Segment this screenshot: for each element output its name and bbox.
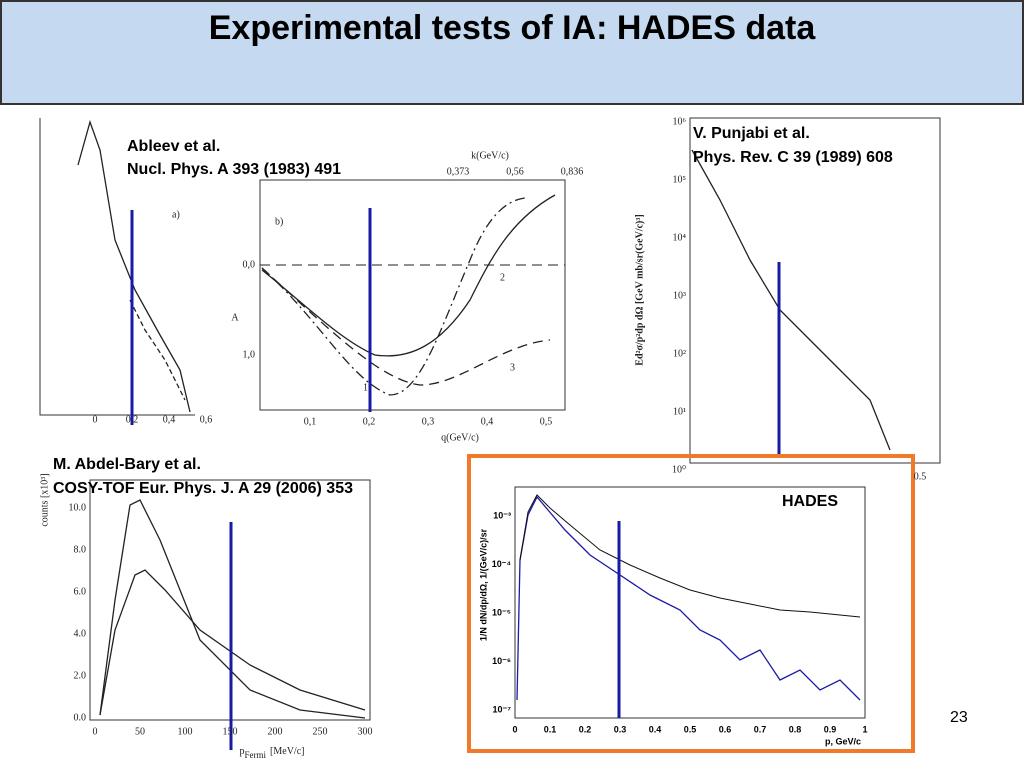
- frame-a: [39, 118, 195, 416]
- label: 0,2: [126, 414, 139, 425]
- label: 10⁻⁴: [492, 559, 511, 569]
- page-number: 23: [950, 709, 968, 726]
- label: COSY-TOF Eur. Phys. J. A 29 (2006) 353: [53, 480, 353, 497]
- label: 0.6: [719, 724, 732, 734]
- label: 0,56: [506, 166, 524, 177]
- label: 0,373: [447, 166, 470, 177]
- curve: [519, 494, 861, 618]
- label: 10⁶: [673, 116, 687, 127]
- label: 1: [862, 724, 867, 734]
- label: 6.0: [74, 586, 87, 597]
- label: 10.0: [69, 502, 87, 513]
- label: a): [172, 209, 180, 220]
- label: 0,2: [363, 416, 376, 427]
- label-part: Fermi: [245, 750, 267, 760]
- curve: [691, 149, 891, 451]
- label: 0.2: [579, 724, 592, 734]
- label: 0,4: [163, 414, 176, 425]
- label: q(GeV/c): [441, 432, 479, 443]
- label: 0.4: [649, 724, 662, 734]
- label: 10⁰: [672, 464, 686, 475]
- label: 150: [223, 726, 238, 737]
- label: V. Punjabi et al.: [693, 125, 810, 142]
- label: 1,0: [243, 349, 256, 360]
- frame-punjabi: [689, 117, 941, 464]
- curve: [129, 299, 186, 401]
- hades-box: [467, 454, 915, 753]
- label: 50: [135, 726, 145, 737]
- label: 0,3: [422, 416, 435, 427]
- slide-title: Experimental tests of IA: HADES data: [209, 9, 817, 47]
- curve: [261, 267, 551, 386]
- frame-b: [259, 179, 566, 411]
- label: 0.5: [914, 471, 927, 482]
- label: 0,4: [481, 416, 494, 427]
- label: 0.8: [789, 724, 802, 734]
- label: 10³: [673, 290, 686, 301]
- label: 0,5: [540, 416, 553, 427]
- label: 0.0: [74, 712, 87, 723]
- label: A: [231, 312, 239, 323]
- curve: [516, 495, 861, 701]
- label: p, GeV/c: [825, 736, 861, 746]
- label: 0,836: [561, 166, 584, 177]
- label: 1: [363, 382, 368, 393]
- y-axis-label: Ed²σ/p²dp dΩ [GeV mb/sr(GeV/c)³]: [634, 214, 645, 365]
- label: M. Abdel-Bary et al.: [53, 456, 201, 473]
- label: 10⁴: [673, 232, 687, 243]
- label: 250: [313, 726, 328, 737]
- curve: [77, 119, 191, 413]
- label: Phys. Rev. C 39 (1989) 608: [693, 149, 893, 166]
- label: 10⁻³: [493, 510, 511, 520]
- curve: [261, 197, 526, 396]
- label: 300: [358, 726, 373, 737]
- x-axis-label: pFermi [MeV/c]: [240, 746, 305, 760]
- label: 4.0: [74, 628, 87, 639]
- label-part: p: [240, 746, 245, 757]
- label: 0: [93, 726, 98, 737]
- label: 0,1: [304, 416, 317, 427]
- label: 0.1: [544, 724, 557, 734]
- label: 10⁻⁷: [493, 704, 512, 714]
- label: 10⁻⁶: [492, 656, 511, 666]
- label: 0,6: [200, 414, 213, 425]
- curve: [99, 499, 366, 719]
- curve: [99, 569, 366, 716]
- label: 10⁻⁵: [492, 607, 511, 617]
- label: 0.3: [614, 724, 627, 734]
- label: k(GeV/c): [471, 150, 509, 161]
- label: 200: [268, 726, 283, 737]
- y-axis-label: 1/N dN/dp/dΩ, 1/(GeV/c)/sr: [478, 528, 488, 641]
- label: 3: [510, 362, 515, 373]
- label: 0: [93, 414, 98, 425]
- label: 8.0: [74, 544, 87, 555]
- curve: [261, 194, 556, 357]
- label: 10²: [673, 348, 686, 359]
- label-part: [MeV/c]: [270, 746, 304, 757]
- label: 10⁵: [673, 174, 687, 185]
- label: Nucl. Phys. A 393 (1983) 491: [127, 161, 341, 178]
- label: 10¹: [673, 406, 686, 417]
- label: HADES: [782, 493, 838, 510]
- label: 0,0: [243, 259, 256, 270]
- label: Ableev et al.: [127, 138, 220, 155]
- label: b): [275, 216, 283, 227]
- label: 0.5: [684, 724, 697, 734]
- label: 0.7: [754, 724, 767, 734]
- label: 0: [512, 724, 517, 734]
- label: 100: [178, 726, 193, 737]
- y-axis-label: counts [x10³]: [39, 473, 50, 526]
- frame-hades: [514, 486, 866, 719]
- label: 2.0: [74, 670, 87, 681]
- header-box: [0, 0, 1024, 105]
- label: 0.9: [824, 724, 837, 734]
- label: 2: [500, 272, 505, 283]
